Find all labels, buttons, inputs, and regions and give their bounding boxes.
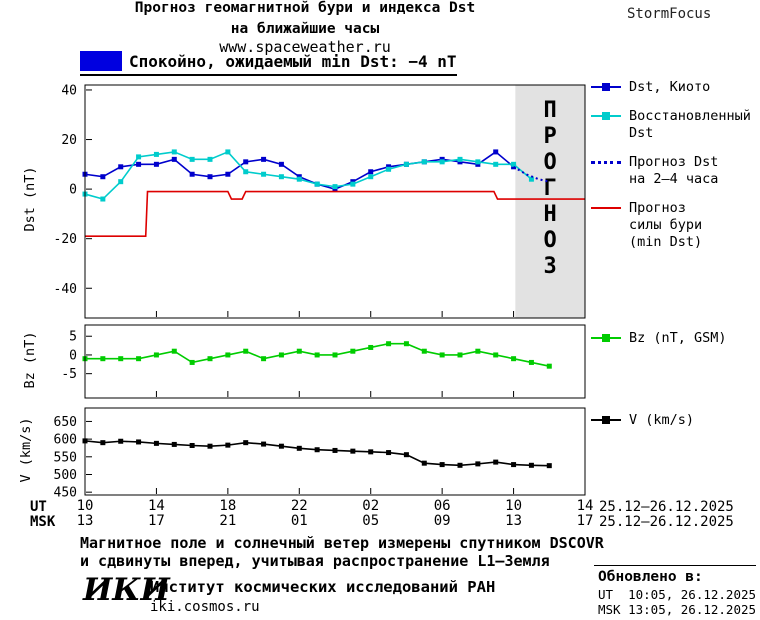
date-range-ut: 25.12–26.12.2025 (599, 499, 734, 515)
svg-text:01: 01 (291, 513, 308, 529)
forecast-dst-dotted-line-icon (591, 161, 621, 164)
svg-text:17: 17 (148, 513, 165, 529)
svg-text:17: 17 (577, 513, 594, 529)
status-text: Спокойно, ожидаемый min Dst: −4 nT (129, 51, 457, 71)
svg-text:20: 20 (61, 133, 77, 148)
series (513, 165, 550, 183)
plot-frame (84, 84, 586, 319)
page-title-line1: Прогноз геомагнитной бури и индекса Dst (134, 0, 476, 16)
svg-text:650: 650 (54, 415, 77, 430)
svg-text:0: 0 (69, 183, 77, 198)
legend-label-dst-kyoto: Dst, Киото (629, 79, 711, 95)
institute-name: Институт космических исследований РАН (150, 578, 496, 596)
legend-label-restored-dst: Восстановленный Dst (629, 108, 751, 141)
svg-text:-40: -40 (54, 282, 77, 297)
footnote-line2: и сдвинуты вперед, учитывая распростране… (80, 552, 550, 570)
v-legend: V (km/s) (591, 412, 694, 441)
svg-text:06: 06 (434, 498, 451, 514)
storm-forecast-line-icon (591, 207, 621, 209)
svg-text:02: 02 (362, 498, 379, 514)
svg-text:0: 0 (69, 348, 77, 363)
status-color-swatch-icon (80, 51, 122, 71)
svg-text:09: 09 (434, 513, 451, 529)
series (82, 341, 552, 369)
dst-kyoto-line-icon (591, 83, 621, 91)
footnote-line1: Магнитное поле и солнечный ветер измерен… (80, 534, 604, 552)
v-line-icon (591, 416, 621, 424)
forecast-watermark-char: Г (544, 176, 557, 201)
svg-text:500: 500 (54, 468, 77, 483)
svg-text:13: 13 (505, 513, 522, 529)
updated-ut-time: UT 10:05, 26.12.2025 (598, 587, 757, 602)
msk-row-label: MSK (30, 514, 56, 530)
svg-text:05: 05 (362, 513, 379, 529)
restored-dst-line-icon (591, 112, 621, 120)
svg-text:550: 550 (54, 450, 77, 465)
plot-frame (84, 407, 586, 496)
brand-label: StormFocus (627, 6, 712, 22)
svg-text:5: 5 (69, 330, 77, 345)
plot-v: 650 600 550 500 450 (54, 407, 586, 501)
svg-text:-5: -5 (61, 367, 77, 382)
v-axis-title: V (km/s) (18, 417, 34, 483)
updated-title: Обновлено в: (598, 569, 703, 585)
svg-text:18: 18 (219, 498, 236, 514)
bz-legend: Bz (nT, GSM) (591, 330, 727, 359)
svg-text:14: 14 (148, 498, 165, 514)
main-legend: Dst, Киото Восстановленный Dst Прогноз D… (591, 79, 759, 263)
forecast-watermark-char: З (544, 254, 557, 279)
legend-label-v: V (km/s) (629, 412, 695, 428)
legend-item-v: V (km/s) (591, 412, 694, 429)
source-site-label: www.spaceweather.ru (219, 38, 391, 56)
svg-text:10: 10 (505, 498, 522, 514)
svg-text:21: 21 (219, 513, 236, 529)
svg-text:40: 40 (61, 83, 77, 98)
legend-item-dst-kyoto: Dst, Киото (591, 79, 759, 96)
forecast-watermark-char: П (544, 98, 557, 123)
dst-axis-title: Dst (nT) (22, 166, 38, 232)
bz-line-icon (591, 334, 621, 342)
svg-text:10: 10 (77, 498, 94, 514)
forecast-watermark-char: Н (544, 202, 557, 227)
series (82, 149, 534, 202)
date-range-msk: 25.12–26.12.2025 (599, 514, 734, 530)
legend-label-storm-forecast: Прогноз силы бури (min Dst) (629, 200, 703, 250)
svg-text:14: 14 (577, 498, 594, 514)
plot-frame (84, 324, 586, 399)
svg-text:13: 13 (77, 513, 94, 529)
svg-text:600: 600 (54, 433, 77, 448)
legend-label-forecast-dst: Прогноз Dst на 2–4 часа (629, 154, 719, 187)
forecast-watermark-char: О (544, 150, 557, 175)
forecast-watermark-char: О (544, 228, 557, 253)
plot-bz: 5 0 -5 (61, 324, 586, 399)
legend-item-storm-forecast: Прогноз силы бури (min Dst) (591, 200, 759, 251)
updated-divider (594, 565, 756, 566)
forecast-region (515, 85, 585, 318)
page-title-line2: на ближайшие часы (230, 21, 380, 37)
iki-logo: ИКИ (83, 572, 170, 608)
legend-item-bz: Bz (nT, GSM) (591, 330, 727, 347)
legend-item-forecast-dst: Прогноз Dst на 2–4 часа (591, 154, 759, 188)
series (85, 190, 585, 238)
updated-msk-time: MSK 13:05, 26.12.2025 (598, 602, 757, 617)
svg-text:450: 450 (54, 486, 77, 501)
legend-label-bz: Bz (nT, GSM) (629, 330, 727, 346)
legend-item-restored-dst: Восстановленный Dst (591, 108, 759, 142)
storm-status-banner: Спокойно, ожидаемый min Dst: −4 nT (80, 51, 457, 76)
svg-text:22: 22 (291, 498, 308, 514)
forecast-watermark-char: Р (544, 124, 557, 149)
svg-text:-20: -20 (54, 232, 77, 247)
ut-row-label: UT (30, 499, 47, 515)
institute-site-link: iki.cosmos.ru (150, 599, 260, 615)
series (82, 438, 552, 469)
